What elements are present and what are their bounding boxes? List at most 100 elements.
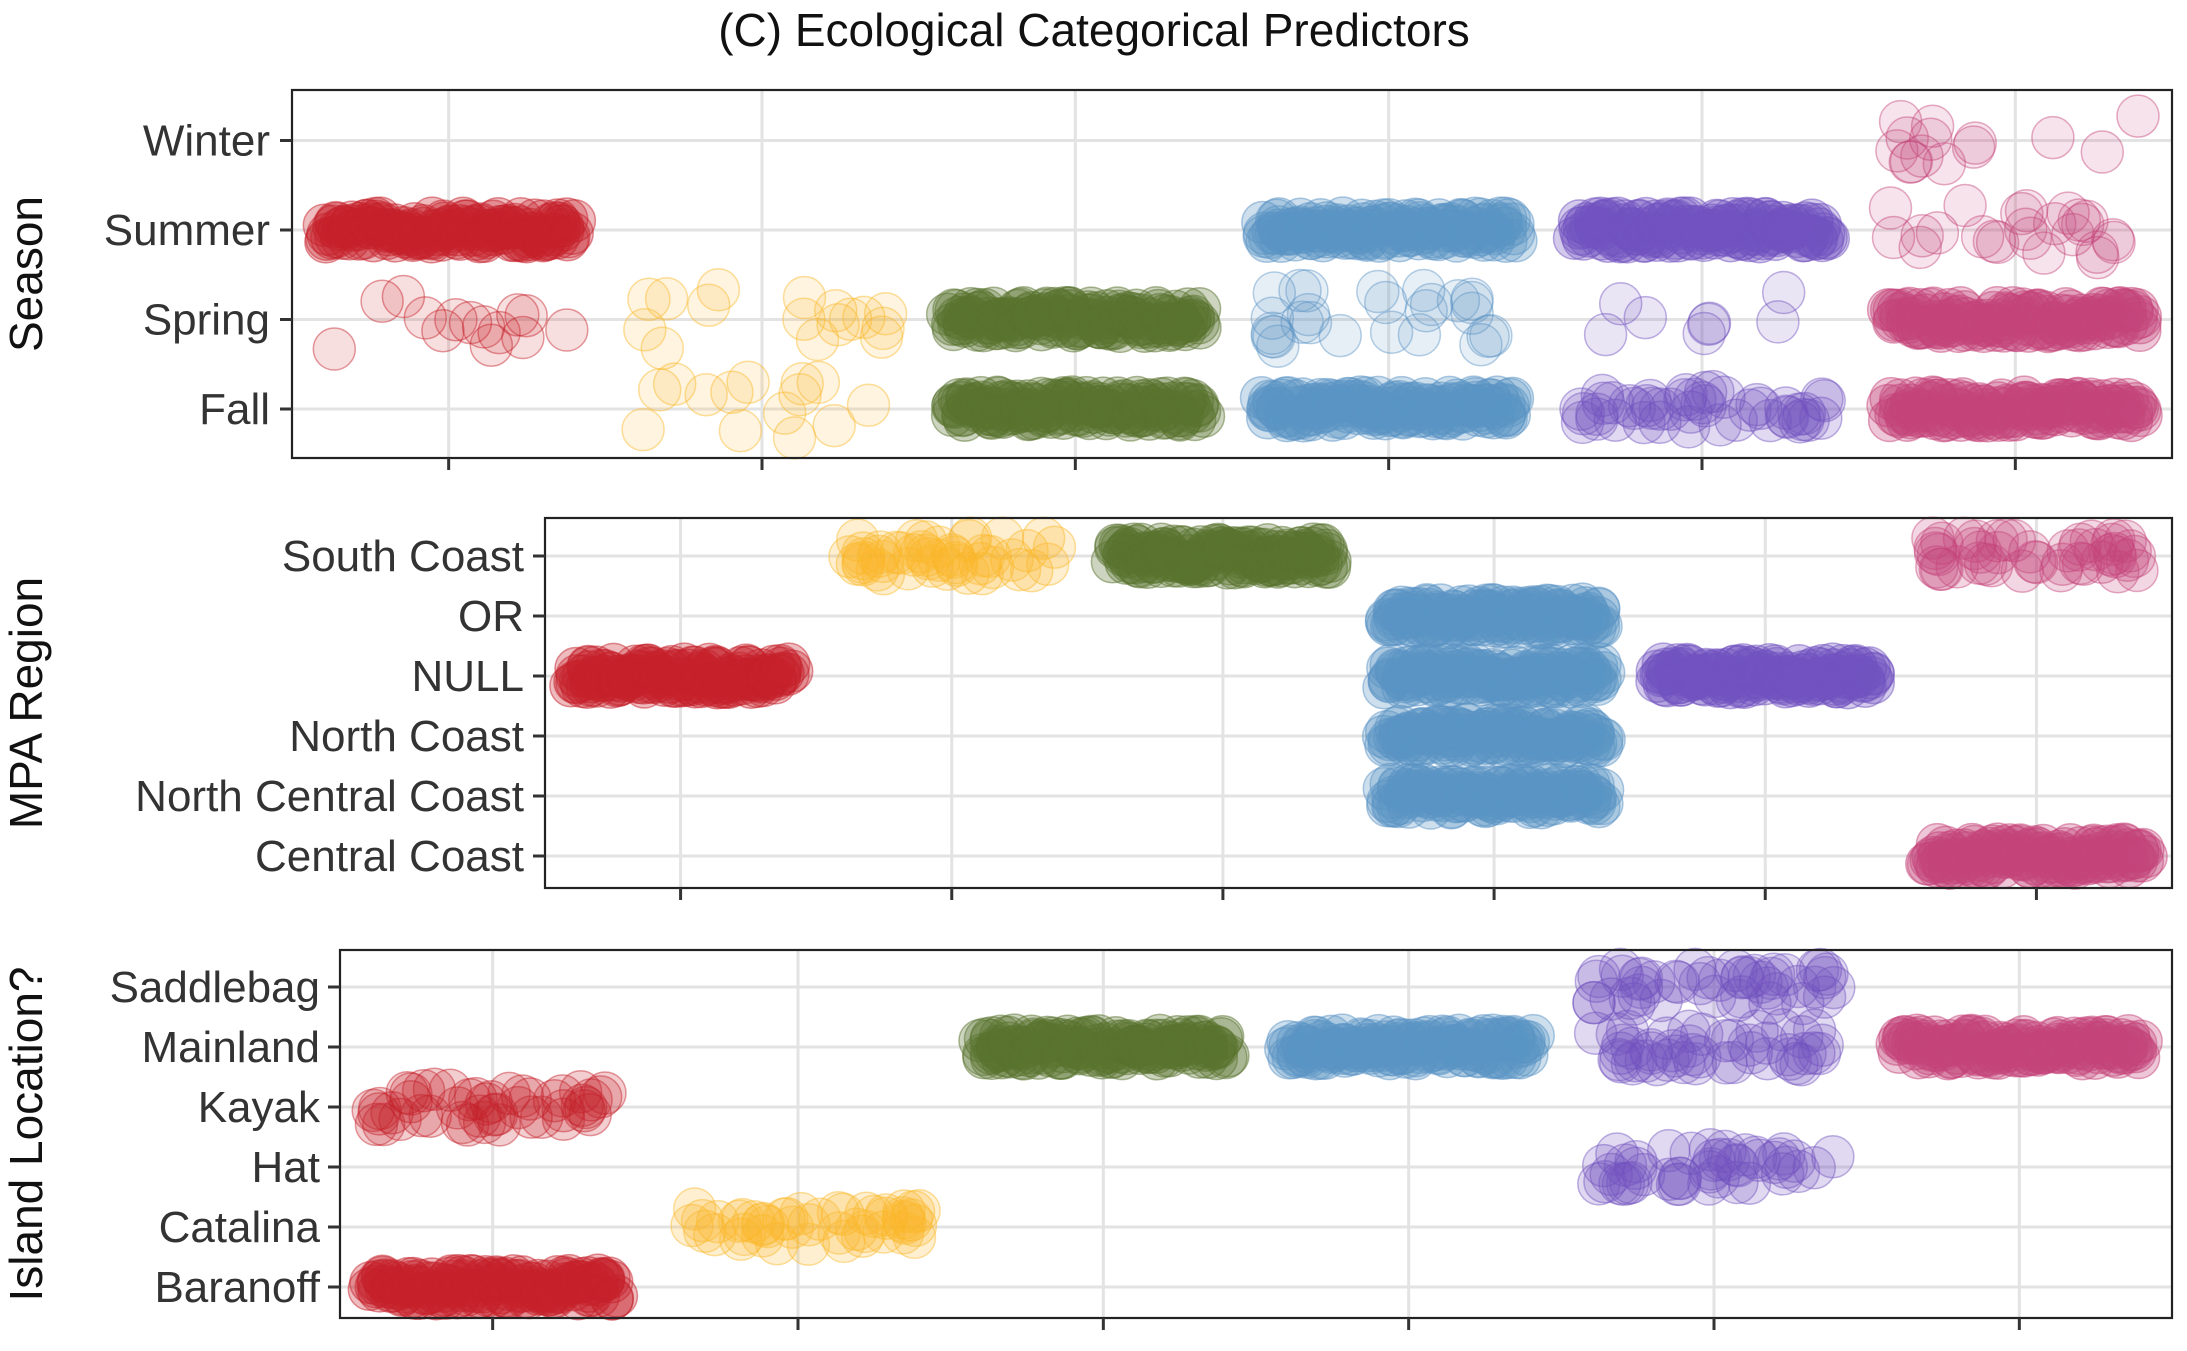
data-point: [1256, 324, 1300, 368]
data-point: [2108, 529, 2152, 573]
data-point: [1687, 301, 1732, 345]
data-point: [1483, 196, 1528, 240]
data-point: [770, 1205, 814, 1249]
data-point: [1580, 781, 1624, 826]
data-point: [778, 373, 822, 417]
data-point: [1450, 291, 1494, 335]
data-point: [1369, 310, 1414, 354]
data-point: [670, 1203, 714, 1248]
data-point: [469, 323, 514, 367]
data-point: [1409, 282, 1454, 327]
data-point: [594, 1274, 639, 1318]
data-point: [1250, 311, 1295, 356]
data-point: [1772, 1139, 1817, 1183]
data-point: [769, 649, 814, 693]
y-tick-label: Summer: [104, 206, 270, 255]
data-point: [1285, 269, 1329, 313]
data-point: [1782, 391, 1827, 436]
data-point: [552, 199, 597, 243]
data-point: [462, 1100, 507, 1145]
data-point: [1871, 215, 1916, 260]
data-point: [403, 296, 448, 340]
data-point: [1490, 376, 1535, 421]
data-point: [947, 518, 991, 563]
data-point: [1806, 216, 1851, 261]
y-tick-label: Catalina: [159, 1203, 321, 1252]
data-point: [351, 1088, 395, 1133]
data-point: [863, 291, 908, 336]
y-tick-label: South Coast: [282, 532, 524, 581]
data-point: [796, 360, 841, 405]
data-point: [1397, 313, 1442, 357]
data-point: [1732, 953, 1777, 998]
data-point: [1851, 660, 1896, 705]
data-point: [637, 368, 682, 412]
data-point: [621, 407, 665, 452]
data-point: [813, 289, 858, 333]
data-point: [312, 327, 357, 371]
data-point: [1798, 947, 1843, 992]
data-point: [2118, 294, 2163, 339]
data-point: [1171, 298, 1216, 342]
data-point: [1252, 315, 1296, 359]
data-point: [828, 297, 873, 341]
data-point: [2116, 94, 2160, 138]
data-point: [1908, 117, 1953, 162]
y-axis-title: Island Location?: [0, 966, 52, 1301]
data-point: [795, 317, 840, 362]
data-point: [434, 297, 478, 342]
y-tick-label: Fall: [199, 385, 270, 434]
data-point: [1401, 268, 1446, 313]
data-point: [1286, 292, 1331, 337]
data-point: [718, 408, 763, 453]
chart-title: (C) Ecological Categorical Predictors: [718, 4, 1470, 56]
data-point: [684, 372, 728, 417]
data-point: [1696, 1155, 1741, 1199]
data-point: [623, 308, 667, 352]
data-point: [1450, 277, 1494, 321]
data-point: [732, 1199, 776, 1244]
panel-1: Fall Spring Summer Winter Season: [0, 88, 2174, 470]
data-point: [1579, 604, 1623, 648]
y-tick-label: OR: [458, 592, 524, 641]
data-point: [1177, 287, 1222, 331]
data-point: [910, 544, 954, 588]
data-point: [782, 275, 827, 320]
points: [302, 94, 2163, 460]
data-point: [421, 308, 465, 353]
data-point: [2057, 198, 2102, 242]
data-point: [1250, 314, 1295, 359]
y-tick-label: North Coast: [289, 712, 524, 761]
data-point: [1958, 530, 2003, 574]
data-point: [640, 326, 685, 371]
y-tick-label: North Central Coast: [135, 772, 524, 821]
data-point: [861, 306, 905, 351]
data-point: [842, 295, 886, 340]
data-point: [782, 297, 826, 342]
data-point: [1487, 393, 1532, 437]
y-tick-label: Central Coast: [255, 832, 524, 881]
data-point: [644, 276, 689, 321]
data-point: [1951, 125, 1996, 169]
panels: Fall Spring Summer Winter Season Central Coas…: [0, 88, 2174, 1330]
data-point: [2000, 191, 2044, 236]
data-point: [1693, 974, 1737, 1019]
data-point: [1436, 278, 1481, 323]
data-point: [1178, 306, 1222, 350]
data-point: [1356, 269, 1400, 314]
data-point: [1404, 289, 1448, 333]
data-point: [686, 283, 731, 327]
data-point: [1005, 528, 1049, 573]
data-point: [2119, 393, 2163, 438]
data-point: [2124, 834, 2168, 879]
data-point: [812, 403, 856, 448]
y-axis-title: MPA Region: [0, 577, 52, 829]
data-point: [461, 305, 506, 349]
data-point: [2031, 115, 2075, 160]
data-point: [1601, 1023, 1645, 1067]
data-point: [1176, 301, 1221, 345]
data-point: [1943, 183, 1987, 228]
data-point: [448, 300, 493, 345]
data-point: [696, 268, 741, 312]
